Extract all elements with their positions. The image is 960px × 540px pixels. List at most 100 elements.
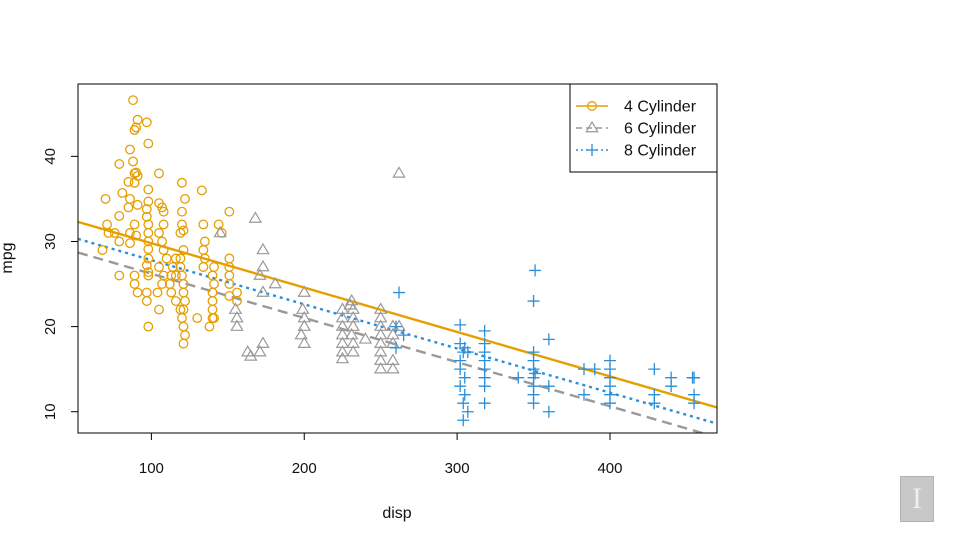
point-s1-100 [204, 321, 215, 332]
point-s1-110 [224, 291, 235, 301]
legend-label-1: 4 Cylinder [624, 99, 697, 116]
point-s1-62 [161, 253, 172, 264]
point-s1-51 [157, 202, 168, 213]
legend-label-3: 8 Cylinder [624, 143, 697, 160]
point-s2-14 [243, 349, 258, 361]
point-s1-46 [100, 193, 111, 204]
point-s3-49 [648, 397, 661, 410]
point-s3-46 [603, 397, 616, 410]
legend: 4 Cylinder 6 Cylinder 8 Cylinder [569, 83, 718, 173]
point-s1-47 [109, 228, 120, 238]
point-s2-50 [358, 332, 373, 344]
point-s2-15 [253, 344, 267, 357]
point-s1-1 [128, 95, 138, 106]
point-s1-2 [132, 114, 143, 125]
point-s1-9 [129, 177, 140, 188]
point-s1-56 [158, 245, 169, 255]
legend-marker-1 [587, 101, 597, 111]
point-s1-26 [143, 267, 154, 278]
point-s3-37 [542, 405, 555, 418]
point-s1-18 [141, 204, 152, 215]
point-s2-21 [297, 336, 311, 348]
point-s1-69 [177, 313, 187, 324]
point-s1-23 [143, 244, 154, 255]
y-tick-label-30: 30 [42, 233, 59, 250]
point-s1-5 [141, 117, 152, 128]
point-s2-11 [230, 319, 244, 331]
point-s1-106 [224, 270, 235, 281]
point-s1-78 [178, 304, 189, 315]
legend-marker-2 [585, 120, 599, 133]
point-s1-33 [114, 210, 125, 221]
point-s1-41 [132, 287, 143, 298]
point-s1-39 [114, 270, 125, 281]
y-tick-label-20: 20 [42, 318, 59, 335]
point-s3-47 [648, 363, 661, 376]
point-s1-43 [102, 219, 112, 230]
point-s1-93 [209, 262, 220, 272]
point-s3-16 [458, 388, 471, 401]
point-s3-35 [529, 367, 542, 380]
point-s3-34 [527, 397, 540, 410]
point-s1-31 [125, 193, 135, 204]
point-s1-4 [129, 125, 140, 135]
point-s2-19 [297, 319, 311, 331]
point-s1-91 [198, 245, 209, 255]
point-s2-41 [373, 353, 388, 365]
point-s3-27 [478, 397, 491, 410]
point-s2-18 [297, 310, 311, 323]
point-s1-86 [178, 245, 189, 255]
point-s3-57 [461, 346, 474, 359]
point-s3-6 [397, 329, 410, 342]
point-s1-64 [170, 270, 181, 281]
data-points [97, 95, 701, 427]
point-s2-9 [228, 302, 243, 314]
plot-frame [77, 83, 718, 434]
point-s1-59 [157, 279, 168, 289]
point-s2-8 [268, 276, 282, 289]
point-s1-90 [199, 236, 210, 247]
point-s1-104 [224, 253, 235, 264]
point-s1-48 [123, 202, 134, 213]
point-s1-95 [209, 279, 220, 289]
point-s1-19 [141, 211, 152, 222]
legend-label-2: 6 Cylinder [624, 121, 697, 138]
point-s2-33 [346, 336, 360, 348]
point-s2-23 [335, 310, 350, 323]
point-s2-13 [256, 336, 270, 348]
point-s3-56 [512, 371, 525, 384]
point-s1-79 [175, 253, 186, 264]
point-s3-5 [389, 320, 402, 333]
point-s1-21 [143, 228, 154, 238]
point-s3-8 [454, 318, 467, 331]
point-s3-17 [457, 397, 470, 410]
point-s2-32 [344, 327, 359, 340]
point-s1-17 [132, 199, 143, 210]
point-s2-34 [346, 344, 360, 357]
point-s2-49 [343, 298, 357, 310]
point-s1-45 [97, 245, 108, 255]
point-s2-17 [295, 302, 310, 314]
point-s2-27 [335, 344, 350, 357]
point-s1-55 [157, 236, 168, 247]
point-s2-16 [297, 285, 311, 297]
point-s2-1 [392, 166, 406, 178]
point-s1-102 [213, 219, 224, 230]
point-s1-30 [143, 321, 154, 332]
point-s1-24 [143, 253, 154, 264]
x-tick-label-100: 100 [139, 460, 164, 477]
x-axis: 100 200 300 400 [139, 433, 623, 477]
point-s1-82 [180, 193, 190, 204]
point-s1-98 [207, 304, 218, 315]
point-s1-15 [143, 184, 154, 195]
point-s2-51 [335, 351, 350, 364]
point-s3-14 [458, 371, 471, 384]
point-s3-51 [665, 380, 678, 393]
point-s1-67 [170, 296, 181, 307]
point-s2-31 [346, 319, 360, 331]
point-s1-96 [207, 287, 218, 298]
point-s1-27 [143, 270, 154, 281]
point-s2-30 [346, 310, 360, 323]
point-s1-111 [209, 313, 220, 324]
point-s1-10 [125, 144, 135, 155]
